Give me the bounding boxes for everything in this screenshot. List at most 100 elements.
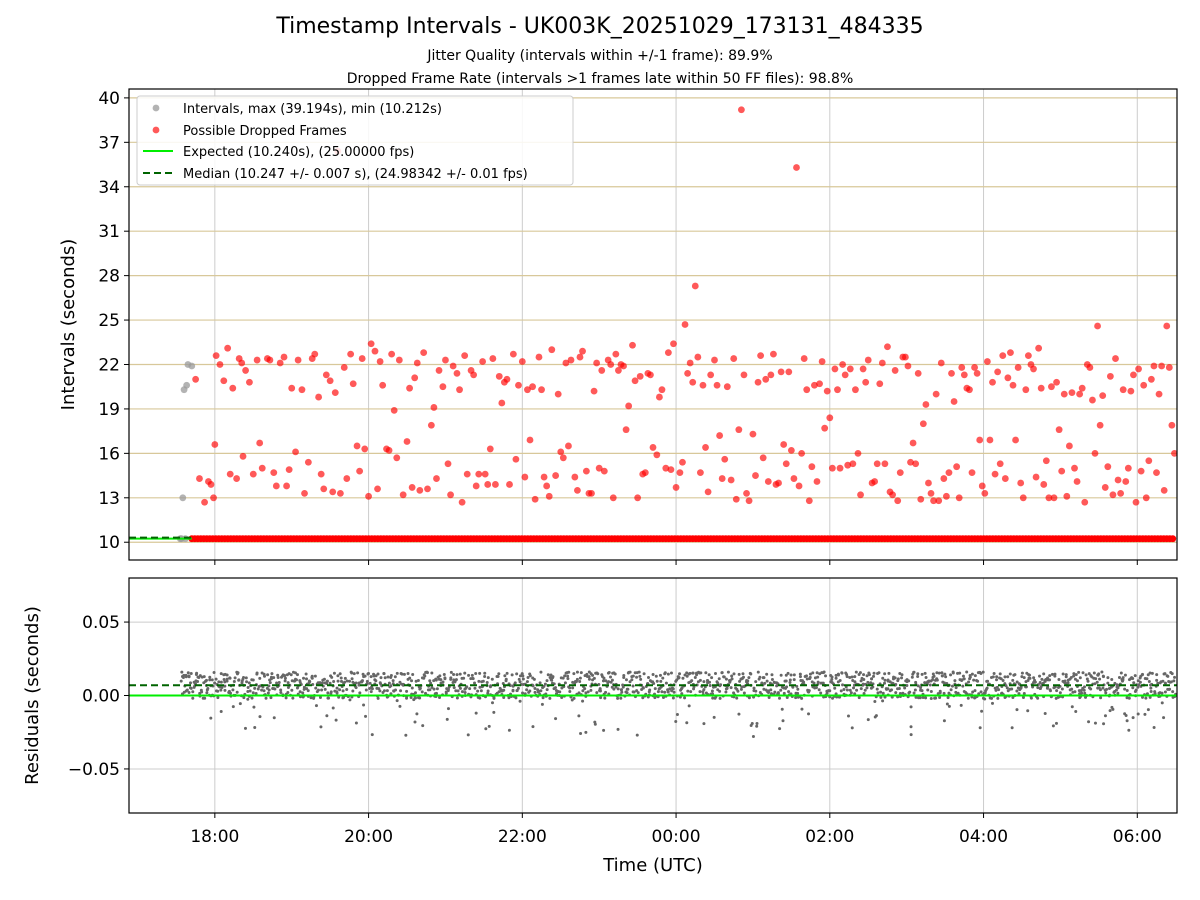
residual-point	[400, 672, 404, 676]
residual-point	[1156, 681, 1160, 685]
residual-point	[246, 685, 250, 689]
residual-point	[929, 689, 933, 693]
dropped-frame-point	[636, 372, 644, 380]
residual-point	[486, 691, 490, 695]
residual-point	[199, 688, 203, 692]
residual-point	[604, 690, 608, 694]
residual-point	[897, 686, 901, 690]
dropped-frame-point	[1119, 386, 1127, 394]
residual-point	[365, 679, 369, 683]
residual-point	[824, 674, 828, 678]
dropped-frame-point	[1086, 364, 1094, 371]
residual-point	[916, 674, 920, 678]
residual-point	[208, 675, 212, 679]
dropped-frame-point	[545, 492, 553, 500]
residual-point	[669, 671, 673, 675]
residual-point	[458, 672, 462, 676]
residual-point	[462, 676, 466, 680]
residual-point	[566, 674, 570, 678]
dropped-frame-point	[976, 436, 984, 444]
dropped-frame-point	[672, 484, 680, 491]
residual-point	[1119, 671, 1123, 675]
residual-point	[343, 680, 347, 684]
residual-point	[704, 671, 708, 675]
dropped-frame-point	[224, 344, 232, 352]
legend-box	[136, 95, 574, 186]
residual-point	[563, 681, 567, 685]
residual-point	[258, 715, 262, 719]
residual-point	[496, 674, 500, 678]
residual-point	[675, 712, 679, 716]
residual-point	[836, 673, 840, 677]
residual-point	[838, 678, 842, 682]
dropped-frame-point	[966, 386, 973, 394]
residual-point	[455, 673, 459, 677]
residual-point	[1103, 714, 1107, 718]
residual-point	[351, 689, 355, 693]
dropped-frame-point	[1158, 362, 1166, 370]
residual-point	[968, 675, 972, 679]
residual-point	[940, 674, 944, 678]
chart-title: Timestamp Intervals - UK003K_20251029_17…	[276, 14, 924, 39]
dropped-frame-point	[444, 460, 452, 468]
residual-point	[898, 691, 902, 695]
residual-point	[1149, 686, 1153, 690]
residual-point	[938, 689, 942, 693]
dropped-frame-point	[811, 381, 818, 389]
dropped-frame-point	[1009, 381, 1017, 389]
dropped-frame-point	[1053, 378, 1060, 386]
dropped-frame-point	[862, 378, 870, 386]
residual-point	[255, 671, 259, 675]
dropped-frame-point	[403, 438, 411, 445]
dropped-frame-point	[907, 458, 914, 466]
residual-point	[983, 697, 987, 701]
dropped-frame-point	[1142, 494, 1150, 502]
residual-point	[778, 696, 782, 700]
residual-point	[266, 673, 270, 677]
residual-point	[946, 696, 950, 700]
dropped-frame-point	[694, 353, 702, 361]
residual-point	[977, 692, 981, 696]
dropped-frame-point	[374, 485, 381, 493]
residual-point	[646, 675, 650, 679]
dropped-frame-point	[470, 371, 478, 379]
residual-point	[1077, 670, 1081, 674]
dropped-frame-point	[662, 464, 670, 472]
dropped-frame-point	[385, 446, 393, 454]
dropped-frame-point	[752, 472, 759, 479]
dropped-frame-point	[780, 441, 788, 448]
residual-point	[877, 671, 881, 675]
dropped-frame-point	[449, 362, 457, 370]
residual-point	[1123, 673, 1127, 677]
residual-point	[865, 686, 869, 690]
residual-point	[484, 727, 488, 731]
residual-point	[1053, 674, 1057, 678]
residual-point	[1100, 670, 1104, 674]
residual-point	[702, 688, 706, 692]
dropped-frame-point	[413, 359, 421, 367]
residual-point	[279, 688, 283, 692]
dropped-frame-point	[285, 466, 293, 474]
residual-point	[735, 696, 739, 700]
residual-point	[800, 696, 804, 700]
residual-point	[720, 671, 724, 675]
residual-point	[510, 673, 514, 677]
dropped-frame-point	[762, 375, 770, 383]
residual-point	[882, 681, 886, 685]
dropped-frame-point	[1132, 498, 1140, 506]
residual-point	[520, 672, 524, 676]
dropped-frame-point	[456, 386, 463, 394]
residual-point	[724, 677, 728, 681]
residual-point	[250, 696, 254, 700]
legend-entry: Expected (10.240s), (25.00000 fps)	[183, 145, 414, 160]
residual-point	[863, 688, 867, 692]
y-tick-label: 0.05	[82, 613, 120, 633]
residual-point	[237, 678, 241, 682]
residual-point	[228, 691, 232, 695]
dropped-frame-point	[1117, 489, 1125, 497]
residual-point	[348, 679, 352, 683]
residual-point	[1070, 705, 1074, 709]
dropped-frame-point	[754, 378, 762, 386]
residual-point	[238, 702, 242, 706]
residual-point	[677, 676, 681, 680]
